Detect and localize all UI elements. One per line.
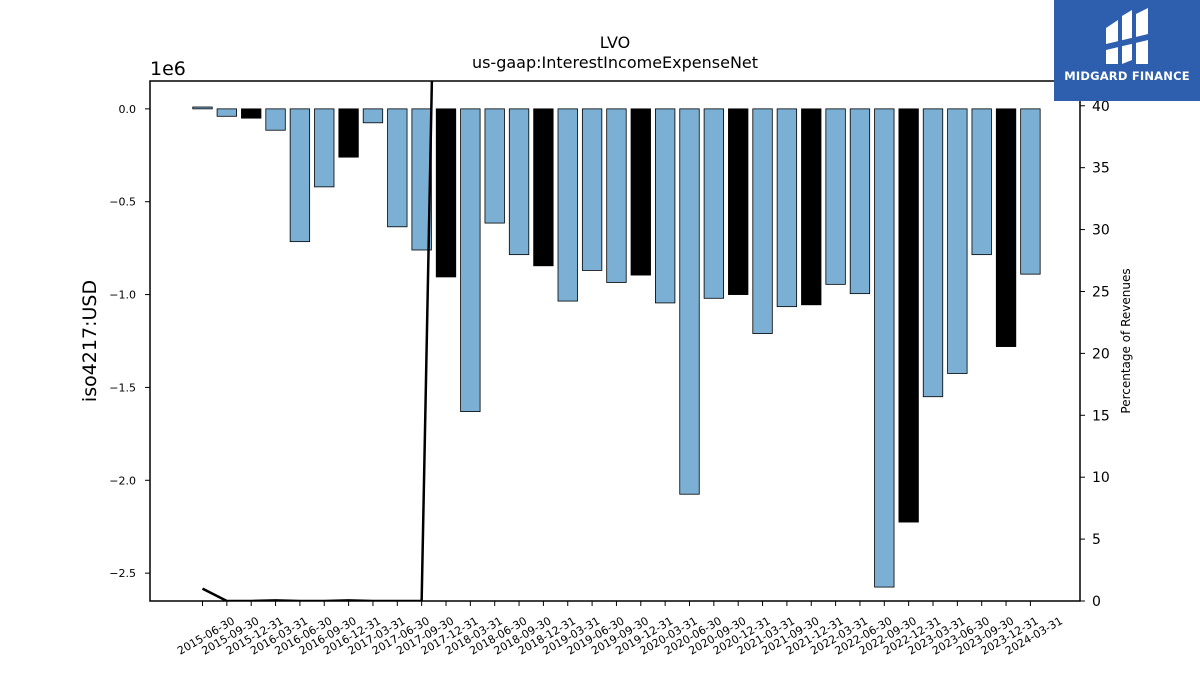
- bar-2015-09-30: [216, 108, 238, 117]
- bar-2019-12-31: [630, 108, 651, 276]
- percentage-line-group: [201, 81, 434, 601]
- bar-2022-03-31: [825, 108, 846, 285]
- bar-2018-09-30: [508, 108, 530, 256]
- bar-2018-03-31: [460, 108, 481, 412]
- y2-axis-ticks: 0 5 10 15 20 25 30 35 40: [1080, 99, 1110, 610]
- y-tick-label: −1.0: [109, 289, 136, 302]
- bar-2019-09-30: [606, 108, 627, 283]
- bar-2022-06-30: [849, 108, 871, 295]
- bar-2020-09-30: [703, 108, 724, 299]
- bar-2019-06-30: [581, 108, 603, 271]
- bar-2023-03-31: [922, 108, 944, 398]
- bar-2018-06-30: [484, 108, 505, 224]
- bar-2017-06-30: [387, 108, 408, 228]
- bars-group: [192, 106, 1041, 588]
- bar-2016-12-31: [338, 108, 359, 158]
- logo-mark-icon: [1106, 8, 1148, 64]
- y2-tick-label: 20: [1092, 346, 1110, 362]
- bar-2017-03-31: [362, 108, 384, 124]
- bar-2020-03-31: [655, 108, 676, 304]
- y2-tick-label: 25: [1092, 284, 1110, 300]
- bar-2022-12-31: [898, 108, 919, 523]
- bar-2017-12-31: [435, 108, 457, 278]
- plot-frame: [149, 80, 1081, 602]
- bar-2023-09-30: [971, 108, 992, 256]
- y-tick-label: −2.0: [109, 474, 136, 487]
- bar-2021-12-31: [801, 108, 822, 306]
- bar-2018-12-31: [533, 108, 554, 267]
- bar-2024-03-31: [1020, 108, 1041, 275]
- y-offset-label: 1e6: [150, 58, 186, 80]
- bar-2015-06-30: [192, 106, 213, 110]
- y2-tick-label: 40: [1092, 99, 1110, 115]
- y2-axis-label: Percentage of Revenues: [1119, 268, 1133, 413]
- y-tick-label: −2.5: [109, 567, 136, 580]
- y-axis-label: iso4217:USD: [79, 280, 101, 402]
- percentage-line: [201, 81, 434, 601]
- bar-2019-03-31: [557, 108, 578, 302]
- y2-tick-label: 15: [1092, 408, 1110, 424]
- y2-tick-label: 0: [1092, 594, 1101, 610]
- bar-2023-12-31: [995, 108, 1017, 347]
- logo: MIDGARD FINANCE: [1054, 0, 1200, 101]
- bar-2016-03-31: [265, 108, 286, 131]
- chart-title: LVO: [600, 33, 630, 52]
- y-tick-label: −1.5: [109, 381, 136, 394]
- bar-2015-12-31: [241, 108, 262, 119]
- y2-tick-label: 10: [1092, 470, 1110, 486]
- logo-text: MIDGARD FINANCE: [1064, 69, 1190, 83]
- bar-2020-12-31: [728, 108, 749, 295]
- y-tick-label: 0.0: [119, 103, 137, 116]
- y2-tick-label: 35: [1092, 161, 1110, 177]
- chart-subtitle: us-gaap:InterestIncomeExpenseNet: [472, 53, 758, 72]
- bar-2021-03-31: [752, 108, 773, 334]
- bar-2022-09-30: [874, 108, 895, 588]
- x-axis-ticks: 2015-06-302015-09-302015-12-312016-03-31…: [175, 601, 1065, 658]
- bar-2017-09-30: [411, 108, 432, 251]
- bar-2023-06-30: [947, 108, 968, 374]
- bar-2016-09-30: [314, 108, 335, 188]
- y2-tick-label: 5: [1092, 532, 1101, 548]
- y-axis-ticks: 0.0 −0.5 −1.0 −1.5 −2.0 −2.5: [109, 103, 150, 580]
- bar-2021-09-30: [776, 108, 798, 308]
- y-tick-label: −0.5: [109, 196, 136, 209]
- y2-tick-label: 30: [1092, 223, 1110, 239]
- bar-2016-06-30: [289, 108, 311, 243]
- bar-2020-06-30: [679, 108, 700, 495]
